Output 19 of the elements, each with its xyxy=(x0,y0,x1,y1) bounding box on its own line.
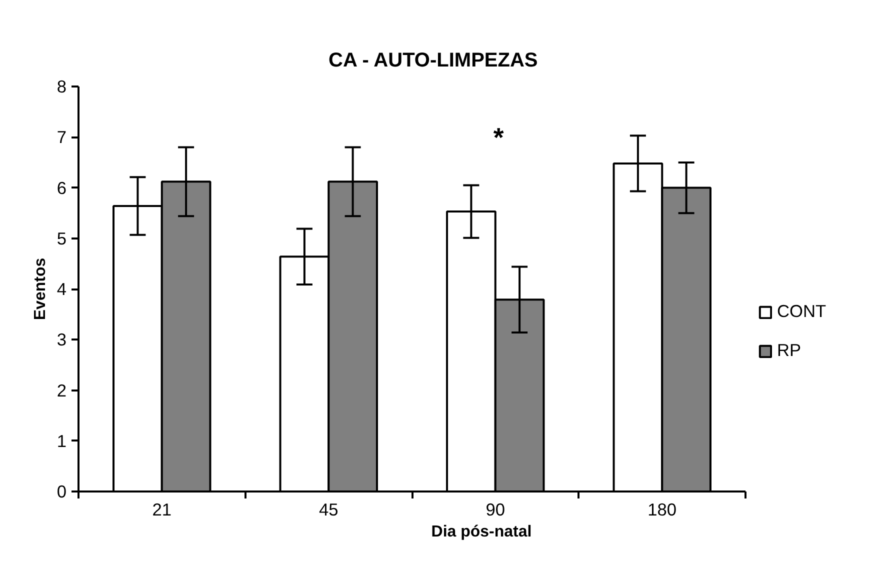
legend-label: RP xyxy=(777,340,802,361)
x-tick-label: 21 xyxy=(152,500,172,520)
x-tick-label: 90 xyxy=(486,500,506,520)
chart-title: CA - AUTO-LIMPEZAS xyxy=(328,50,538,72)
y-tick-label: 4 xyxy=(56,279,67,299)
y-tick-label: 3 xyxy=(56,330,67,350)
x-tick-label: 180 xyxy=(648,500,677,520)
y-tick-label: 7 xyxy=(56,127,67,148)
y-tick-label: 0 xyxy=(56,482,67,502)
x-tick-label: 45 xyxy=(318,500,338,520)
y-tick-label: 2 xyxy=(56,380,67,400)
annotation: * xyxy=(493,122,504,152)
y-tick-label: 6 xyxy=(56,178,67,198)
y-tick-label: 5 xyxy=(56,228,67,248)
x-axis-title: Dia pós-natal xyxy=(431,524,532,540)
y-tick-label: 1 xyxy=(56,430,67,451)
y-tick-label: 8 xyxy=(56,76,67,96)
legend-label: CONT xyxy=(777,301,826,322)
y-axis-title: Eventos xyxy=(32,258,49,320)
